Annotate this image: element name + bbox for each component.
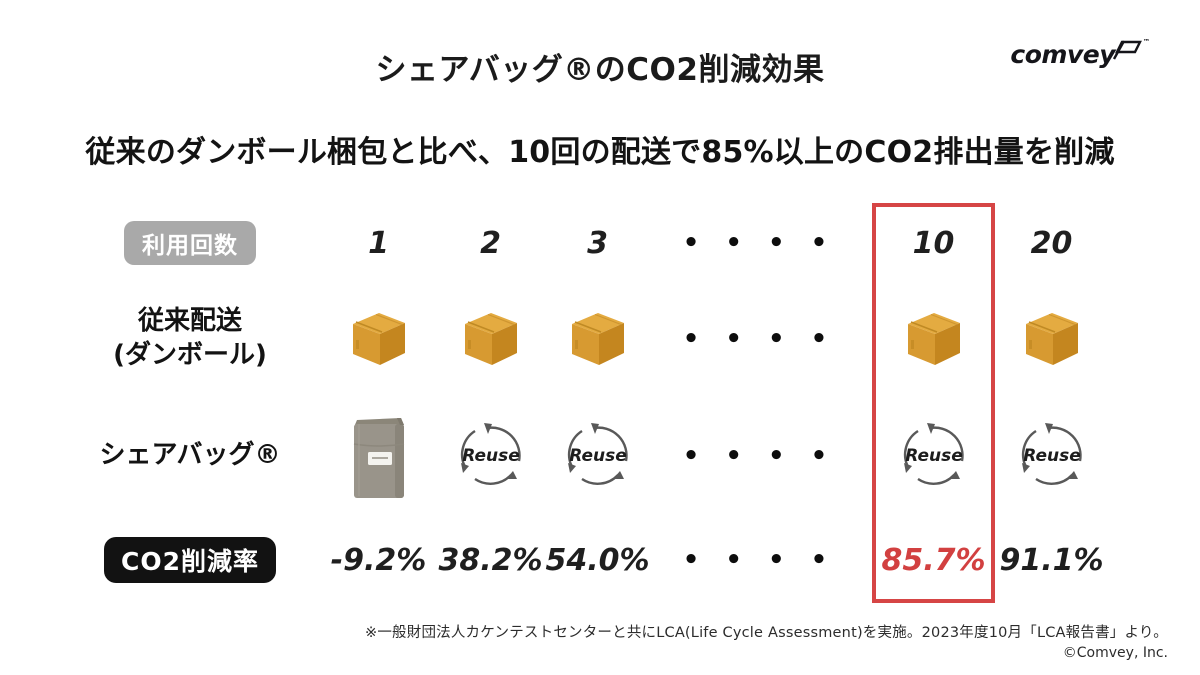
co2-value-10-highlighted: 85.7%: [881, 542, 986, 578]
reuse-cycle-icon: Reuse: [437, 395, 544, 517]
co2-value-20: 91.1%: [999, 542, 1104, 578]
gray-bag-icon: [320, 395, 437, 517]
trademark-symbol: ™: [1143, 38, 1150, 46]
reuse-icon-label: Reuse: [569, 446, 627, 466]
cardboard-box-icon: [544, 283, 651, 395]
conventional-label-line1: 従来配送: [137, 306, 242, 337]
cardboard-box-icon: [995, 283, 1108, 395]
usage-count-badge: 利用回数: [124, 221, 256, 265]
comvey-logo-text: comvey: [1010, 40, 1115, 69]
co2-value-1: -9.2%: [330, 542, 427, 578]
comparison-table: 利用回数 1 2 3 •••• 10 20 従来配送 (ダンボール): [60, 203, 1108, 603]
comvey-flag-icon: [1111, 38, 1143, 62]
comvey-logo: comvey ™: [1010, 38, 1150, 69]
footer: ※一般財団法人カケンテストセンターと共にLCA(Life Cycle Asses…: [365, 621, 1168, 661]
sharebag-row-header: シェアバッグ®: [60, 395, 320, 517]
reuse-cycle-icon: Reuse: [872, 395, 995, 517]
reuse-cycle-icon: Reuse: [544, 395, 651, 517]
page-subtitle: 従来のダンボール梱包と比べ、10回の配送で85%以上のCO2排出量を削減: [85, 135, 1115, 170]
footnote: ※一般財団法人カケンテストセンターと共にLCA(Life Cycle Asses…: [365, 625, 1168, 641]
usage-count-header: 利用回数: [60, 203, 320, 283]
ellipsis-dots: ••••: [682, 324, 854, 354]
usage-count-3: 3: [587, 225, 608, 261]
co2-row-header: CO2削減率: [60, 517, 320, 603]
usage-count-20: 20: [1030, 225, 1073, 261]
cardboard-box-icon: [320, 283, 437, 395]
cardboard-box-icon: [872, 283, 995, 395]
conventional-label-line2: (ダンボール): [113, 340, 267, 370]
usage-count-10: 10: [912, 225, 955, 261]
co2-value-2: 38.2%: [438, 542, 543, 578]
ellipsis-dots: ••••: [682, 545, 854, 575]
sharebag-label: シェアバッグ®: [99, 440, 281, 471]
co2-reduction-badge: CO2削減率: [104, 537, 276, 583]
copyright: ©Comvey, Inc.: [1062, 645, 1168, 661]
reuse-cycle-icon: Reuse: [995, 395, 1108, 517]
ellipsis-dots: ••••: [682, 441, 854, 471]
page-title: シェアバッグ®のCO2削減効果: [375, 52, 825, 88]
reuse-icon-label: Reuse: [462, 446, 520, 466]
reuse-icon-label: Reuse: [905, 446, 963, 466]
usage-count-1: 1: [368, 225, 389, 261]
reuse-icon-label: Reuse: [1023, 446, 1081, 466]
cardboard-box-icon: [437, 283, 544, 395]
usage-count-2: 2: [480, 225, 501, 261]
ellipsis-dots: ••••: [682, 228, 854, 258]
conventional-row-header: 従来配送 (ダンボール): [60, 283, 320, 395]
co2-value-3: 54.0%: [545, 542, 650, 578]
